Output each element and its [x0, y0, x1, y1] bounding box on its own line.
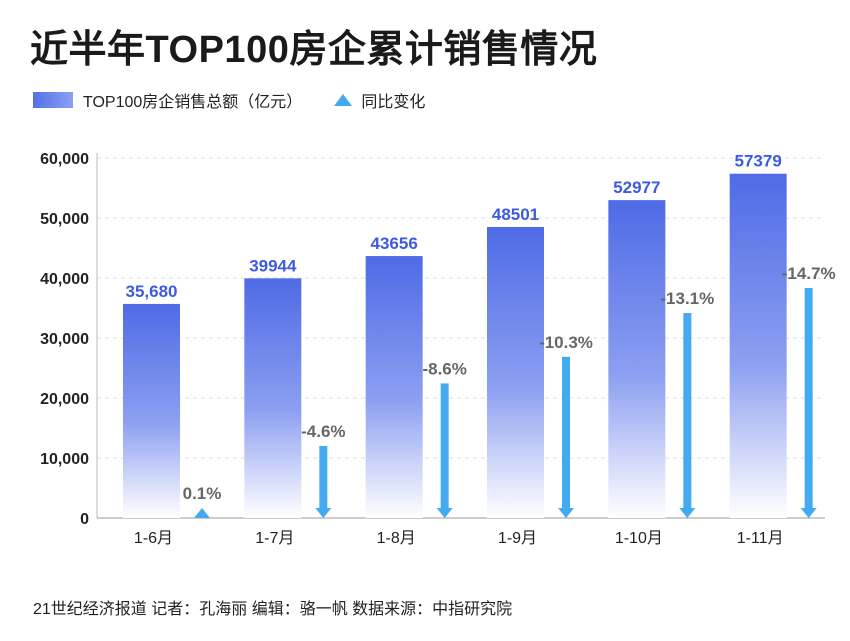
legend: TOP100房企销售总额（亿元） 同比变化	[33, 88, 425, 112]
chart-title: 近半年TOP100房企累计销售情况	[30, 29, 598, 71]
y-tick-label: 50,000	[40, 211, 89, 228]
arrow-head	[558, 508, 574, 518]
x-tick-label: 1-10月	[615, 530, 663, 547]
x-tick-label: 1-11月	[737, 530, 784, 547]
bar	[365, 256, 423, 518]
arrow-shaft	[440, 383, 449, 509]
bar-value-label: 35,680	[126, 282, 178, 301]
legend-bar-label: TOP100房企销售总额（亿元）	[83, 94, 303, 111]
y-tick-label: 60,000	[40, 151, 89, 168]
bar-value-label: 48501	[492, 205, 539, 224]
x-tick-label: 1-9月	[498, 530, 537, 547]
change-value-label: 0.1%	[183, 484, 222, 503]
x-tick-label: 1-7月	[255, 530, 294, 547]
source-footer: 21世纪经济报道 记者：孔海丽 编辑：骆一帆 数据来源：中指研究院	[33, 601, 513, 618]
arrow-head	[315, 508, 332, 518]
arrow-head	[679, 508, 696, 518]
y-tick-label: 30,000	[40, 331, 89, 348]
bar-value-label: 39944	[249, 256, 297, 275]
bar	[244, 278, 302, 518]
arrow-shaft	[562, 356, 570, 509]
y-tick-label: 20,000	[40, 391, 89, 408]
arrow-shaft	[683, 313, 692, 509]
arrow-shaft	[319, 446, 328, 509]
change-value-label: -10.3%	[539, 333, 593, 352]
bar-value-label: 43656	[371, 234, 418, 253]
bar	[123, 303, 180, 518]
legend-arrow-label: 同比变化	[361, 94, 426, 111]
y-tick-label: 10,000	[40, 451, 89, 468]
arrow-head	[800, 508, 817, 518]
y-tick-label: 0	[80, 511, 89, 528]
arrow-shaft	[804, 288, 813, 509]
arrow-head	[436, 508, 453, 518]
legend-bar-swatch	[33, 92, 73, 108]
change-value-label: -13.1%	[660, 289, 714, 308]
change-value-label: -4.6%	[301, 422, 345, 441]
x-tick-label: 1-6月	[134, 530, 173, 547]
change-value-label: -8.6%	[422, 359, 466, 378]
bar	[608, 200, 666, 518]
x-tick-label: 1-8月	[377, 530, 416, 547]
arrow-up-marker	[194, 508, 210, 518]
triangle-icon	[334, 94, 353, 106]
bar-value-label: 57379	[735, 152, 782, 171]
bar	[487, 226, 544, 518]
bar	[729, 173, 787, 518]
bar-value-label: 52977	[613, 178, 660, 197]
change-value-label: -14.7%	[782, 264, 836, 283]
y-tick-label: 40,000	[40, 271, 89, 288]
